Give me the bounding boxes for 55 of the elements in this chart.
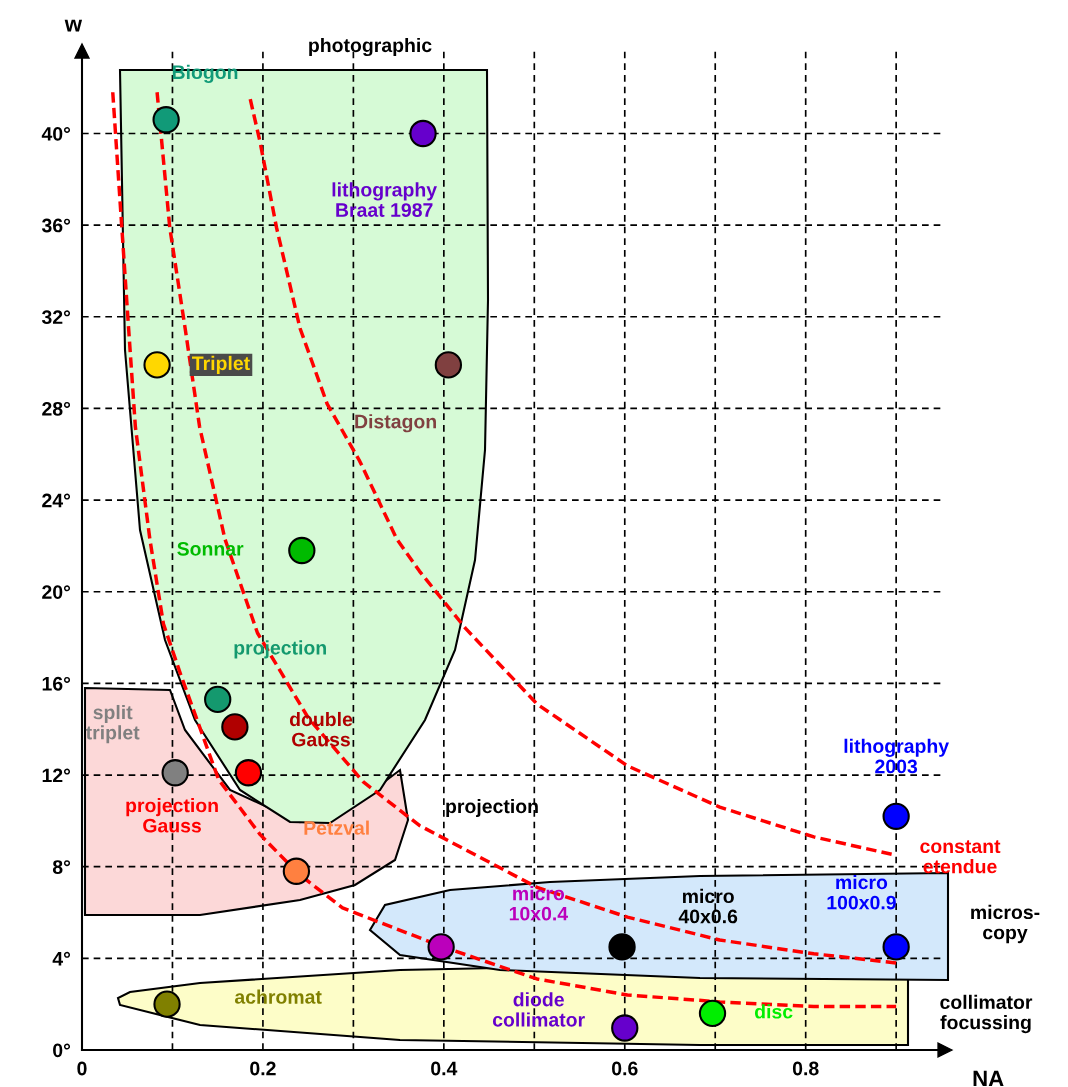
series-label: projection Gauss — [126, 798, 218, 833]
series-label: split triplet — [85, 704, 140, 744]
series-label: Distagon — [355, 414, 436, 433]
text: double Gauss — [289, 711, 353, 747]
y-tick-label: 0° — [53, 1043, 71, 1058]
text: micros- copy — [971, 904, 1040, 944]
point — [608, 933, 636, 961]
y-tick-label: 40° — [41, 126, 71, 141]
point — [882, 802, 910, 830]
point — [698, 999, 727, 1027]
y-tick-label: 4° — [52, 951, 71, 966]
text: lithography 2003 — [844, 738, 949, 774]
text: micro 40x0.6 — [678, 888, 738, 924]
point — [611, 1014, 639, 1042]
y-tick-label: 24° — [42, 493, 71, 508]
annotation: photographic — [309, 37, 432, 57]
series-label: disc — [754, 1004, 793, 1019]
point — [204, 685, 232, 714]
point — [234, 759, 263, 787]
point — [221, 713, 249, 741]
series-label: constant etendue — [920, 840, 1001, 874]
series-label: lithography Braat 1987 — [332, 182, 437, 217]
text: Sonnar — [177, 541, 244, 556]
y-tick-label: 32° — [41, 310, 71, 325]
series-label: diode collimator — [492, 992, 585, 1027]
point — [152, 106, 180, 134]
point — [288, 536, 316, 565]
x-tick-label: 0.4 — [431, 1061, 458, 1076]
series-label: micro 100x0.9 — [827, 874, 896, 910]
point — [434, 351, 463, 379]
y-tick-label: 28° — [42, 401, 71, 416]
series-label: Petzval — [304, 820, 369, 835]
x-tick-label: 0.8 — [792, 1061, 819, 1076]
series-label: Triplet — [192, 355, 250, 374]
point — [282, 857, 311, 885]
series-label: projection — [234, 640, 326, 659]
y-tick-label: 36° — [41, 218, 71, 233]
y-tick-label: 20° — [42, 585, 71, 599]
point — [153, 990, 181, 1018]
y-tick-label: 16° — [42, 676, 71, 691]
x-tick-label: 0 — [77, 1061, 87, 1076]
point — [427, 933, 455, 961]
point — [409, 119, 437, 148]
x-tick-label: 0.6 — [612, 1061, 638, 1076]
point — [143, 351, 171, 379]
y-axis-title: w — [64, 19, 83, 32]
point — [161, 759, 189, 787]
y-tick-label: 12° — [42, 768, 71, 783]
annotation: collimator focussing — [940, 994, 1033, 1034]
annotation: projection — [446, 798, 538, 818]
y-tick-label: 8° — [52, 860, 71, 874]
text: achromat — [234, 989, 322, 1004]
x-tick-label: 0.2 — [250, 1061, 276, 1076]
x-axis-title: NA — [973, 1070, 1004, 1087]
point — [882, 933, 910, 961]
